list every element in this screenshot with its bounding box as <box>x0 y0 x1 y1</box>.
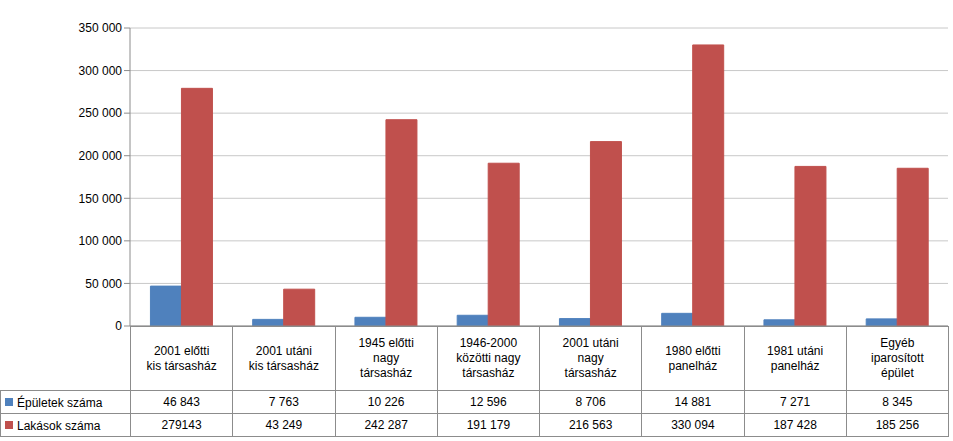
html-text:8 345: 8 345 <box>882 395 913 409</box>
html-text:nagy: nagy <box>577 351 604 365</box>
html-text:Egyéb: Egyéb <box>880 336 915 350</box>
html-text:panelház: panelház <box>668 358 718 373</box>
html-text:216 563: 216 563 <box>568 418 613 432</box>
html-text:1980 előtti: 1980 előtti <box>665 343 721 358</box>
svg-text:50 000: 50 000 <box>85 277 122 291</box>
html-text:1946-2000: 1946-2000 <box>459 336 518 350</box>
html-text:1945 előtti: 1945 előtti <box>358 336 414 350</box>
html-text:10 226: 10 226 <box>367 395 405 409</box>
html-text:330 094: 330 094 <box>671 418 715 432</box>
html-text:7 271: 7 271 <box>780 395 811 409</box>
svg-text:250 000: 250 000 <box>79 106 123 120</box>
html-text:1981 utáni: 1981 utáni <box>767 343 824 358</box>
html-text:242 287: 242 287 <box>364 418 408 432</box>
html-text:kis társasház: kis társasház <box>146 358 217 373</box>
html-text:2001 utáni: 2001 utáni <box>562 336 619 350</box>
html-text:Épületek száma: Épületek száma <box>17 395 103 410</box>
html-text:187 428: 187 428 <box>773 418 817 432</box>
html-text:8 706: 8 706 <box>575 395 606 409</box>
html-text:nagy: nagy <box>373 351 400 365</box>
html-text:panelház: panelház <box>770 358 820 373</box>
html-text:társasház: társasház <box>564 366 617 380</box>
html-text:2001 előtti: 2001 előtti <box>153 343 210 358</box>
html-text:társasház: társasház <box>360 366 413 380</box>
html-text:2001 utáni: 2001 utáni <box>255 343 312 358</box>
svg-text:200 000: 200 000 <box>79 149 123 163</box>
html-text:Lakások száma: Lakások száma <box>17 418 101 433</box>
svg-text:350 000: 350 000 <box>79 21 123 35</box>
html-text:7 763: 7 763 <box>268 395 299 409</box>
html-text:191 179: 191 179 <box>466 418 511 432</box>
svg-text:100 000: 100 000 <box>79 234 123 248</box>
html-text:társasház: társasház <box>462 366 515 380</box>
svg-text:150 000: 150 000 <box>79 192 123 206</box>
html-text:46 843: 46 843 <box>163 395 200 409</box>
html-text:185 256: 185 256 <box>875 418 920 432</box>
html-text:43 249: 43 249 <box>265 418 303 432</box>
html-text:kis társasház: kis társasház <box>248 358 319 373</box>
html-text:közötti nagy: közötti nagy <box>456 351 521 365</box>
html-text:279143: 279143 <box>161 418 202 432</box>
html-text:épület: épület <box>881 366 914 380</box>
svg-text:300 000: 300 000 <box>79 64 123 78</box>
html-text:12 596: 12 596 <box>470 395 507 409</box>
svg-text:0: 0 <box>115 319 122 333</box>
html-text:14 881: 14 881 <box>674 395 712 409</box>
html-text:iparosított: iparosított <box>871 351 924 365</box>
